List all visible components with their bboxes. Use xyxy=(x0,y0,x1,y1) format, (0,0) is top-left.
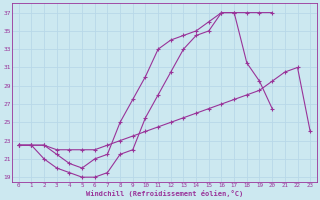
X-axis label: Windchill (Refroidissement éolien,°C): Windchill (Refroidissement éolien,°C) xyxy=(86,190,243,197)
